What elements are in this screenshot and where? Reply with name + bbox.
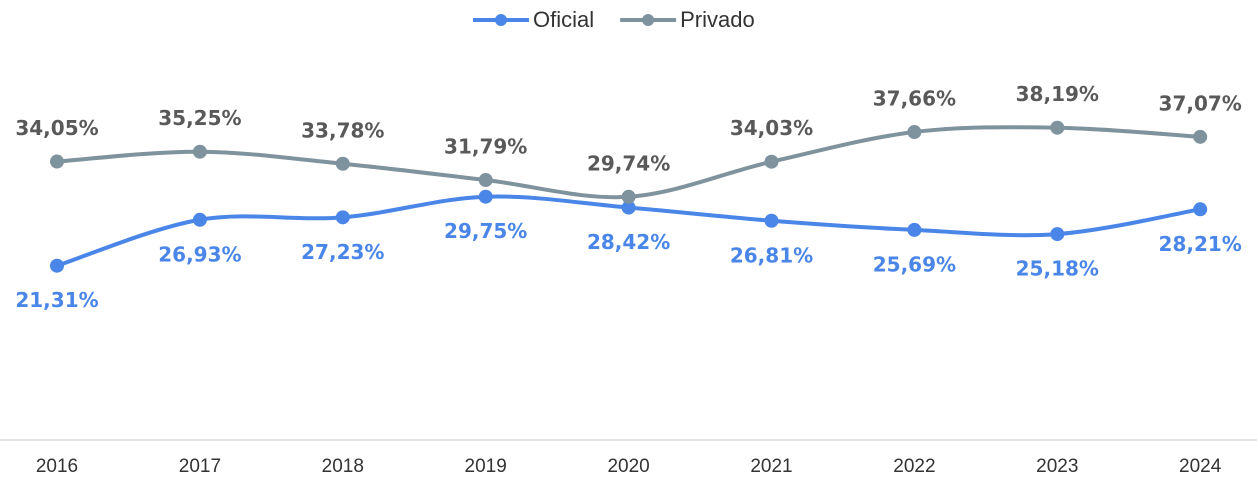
point [764, 154, 779, 169]
value-label: 28,42% [587, 230, 670, 254]
value-label: 25,18% [1016, 257, 1099, 281]
x-tick-label: 2021 [750, 456, 792, 477]
point [478, 189, 493, 204]
point [50, 258, 64, 273]
value-label: 38,19% [1016, 82, 1099, 106]
point [192, 212, 207, 227]
value-label: 33,78% [301, 118, 384, 142]
value-label: 31,79% [444, 135, 527, 159]
value-label: 29,75% [444, 219, 527, 243]
x-tick-label: 2024 [1179, 456, 1222, 477]
point [478, 173, 493, 188]
point [907, 222, 922, 237]
legend-dot [495, 14, 507, 26]
value-label: 21,31% [15, 288, 98, 312]
point [621, 189, 636, 204]
x-tick-label: 2018 [322, 456, 364, 477]
legend-dot [642, 14, 655, 26]
value-label: 34,03% [730, 116, 813, 140]
value-label: 35,25% [158, 106, 241, 130]
legend-label: Privado [680, 7, 755, 32]
point [621, 200, 636, 215]
point [764, 213, 779, 228]
point [1050, 227, 1065, 242]
point [1193, 129, 1208, 144]
value-label: 28,21% [1159, 232, 1242, 256]
value-label: 27,23% [301, 240, 384, 264]
point [335, 156, 350, 171]
x-tick-label: 2022 [893, 456, 935, 477]
value-label: 37,07% [1159, 91, 1242, 115]
point [50, 154, 64, 169]
legend-label: Oficial [533, 7, 594, 32]
value-label: 26,81% [730, 243, 813, 267]
value-label: 25,69% [873, 252, 956, 276]
point [1193, 202, 1208, 217]
x-tick-label: 2019 [465, 456, 507, 477]
value-label: 29,74% [587, 151, 670, 175]
x-tick-label: 2016 [36, 456, 78, 477]
value-label: 37,66% [873, 87, 956, 111]
x-tick-label: 2017 [179, 456, 221, 477]
value-label: 34,05% [15, 116, 98, 140]
x-tick-label: 2023 [1036, 456, 1078, 477]
point [192, 144, 207, 159]
x-tick-label: 2020 [607, 456, 649, 477]
value-label: 26,93% [158, 242, 241, 266]
point [335, 210, 350, 225]
point [907, 125, 922, 140]
point [1050, 120, 1065, 135]
